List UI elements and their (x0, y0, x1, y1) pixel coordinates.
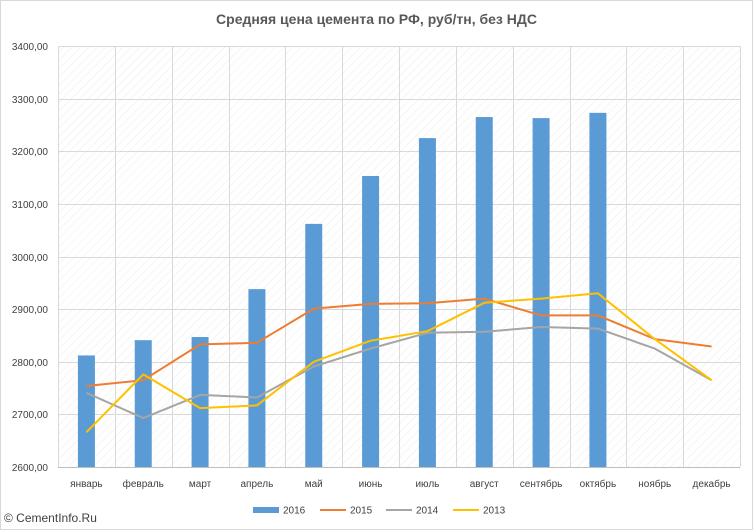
footer-credit: © CementInfo.Ru (4, 511, 97, 525)
y-tick-label: 3400,00 (12, 42, 49, 53)
x-tick-label: апрель (241, 479, 274, 490)
x-tick-label: май (305, 479, 323, 490)
y-tick-label: 3200,00 (12, 147, 49, 158)
legend-label-2014: 2014 (416, 506, 439, 517)
x-tick-label: август (470, 479, 499, 490)
legend-label-2016: 2016 (283, 506, 306, 517)
bar-2016-июнь (362, 175, 380, 467)
legend-label-2013: 2013 (483, 506, 506, 517)
bar-series (77, 112, 607, 468)
bar-2016-октябрь (589, 112, 607, 468)
y-tick-label: 3300,00 (12, 95, 49, 106)
y-tick-label: 3100,00 (12, 200, 49, 211)
y-tick-label: 2900,00 (12, 305, 49, 316)
bar-2016-январь (77, 355, 95, 467)
bar-2016-март (191, 337, 209, 467)
y-tick-label: 2800,00 (12, 358, 49, 369)
x-tick-label: июль (415, 479, 439, 490)
line-series (85, 292, 713, 434)
y-tick-label: 2600,00 (12, 463, 49, 474)
x-tick-label: январь (70, 479, 102, 490)
line-2015 (86, 297, 712, 387)
line-2013 (85, 292, 713, 434)
x-tick-label: октябрь (580, 478, 617, 490)
bar-2016-апрель (248, 289, 266, 467)
x-tick-label: июнь (359, 479, 383, 490)
chart-title: Средняя цена цемента по РФ, руб/тн, без … (216, 11, 537, 27)
x-tick-label: декабрь (693, 478, 731, 490)
bar-2016-август (475, 117, 493, 467)
bar-2016-май (305, 223, 323, 467)
legend-swatch-2016 (253, 507, 279, 513)
x-tick-label: март (189, 479, 212, 490)
x-axis: январь февраль март апрель май июнь июль август… (58, 467, 740, 490)
x-tick-label: февраль (123, 478, 164, 490)
line-2014 (85, 326, 713, 420)
bar-2016-февраль (134, 340, 152, 467)
legend-label-2015: 2015 (350, 506, 373, 517)
y-tick-label: 2700,00 (12, 410, 49, 421)
bar-2016-сентябрь (532, 118, 550, 467)
x-tick-label: сентябрь (520, 478, 563, 490)
legend: 2016 2015 2014 2013 (253, 506, 506, 517)
y-axis: 2600,00 2700,00 2800,00 2900,00 3000,00 3100,… (12, 42, 49, 474)
y-tick-label: 3000,00 (12, 253, 49, 264)
x-tick-label: ноябрь (638, 478, 671, 490)
